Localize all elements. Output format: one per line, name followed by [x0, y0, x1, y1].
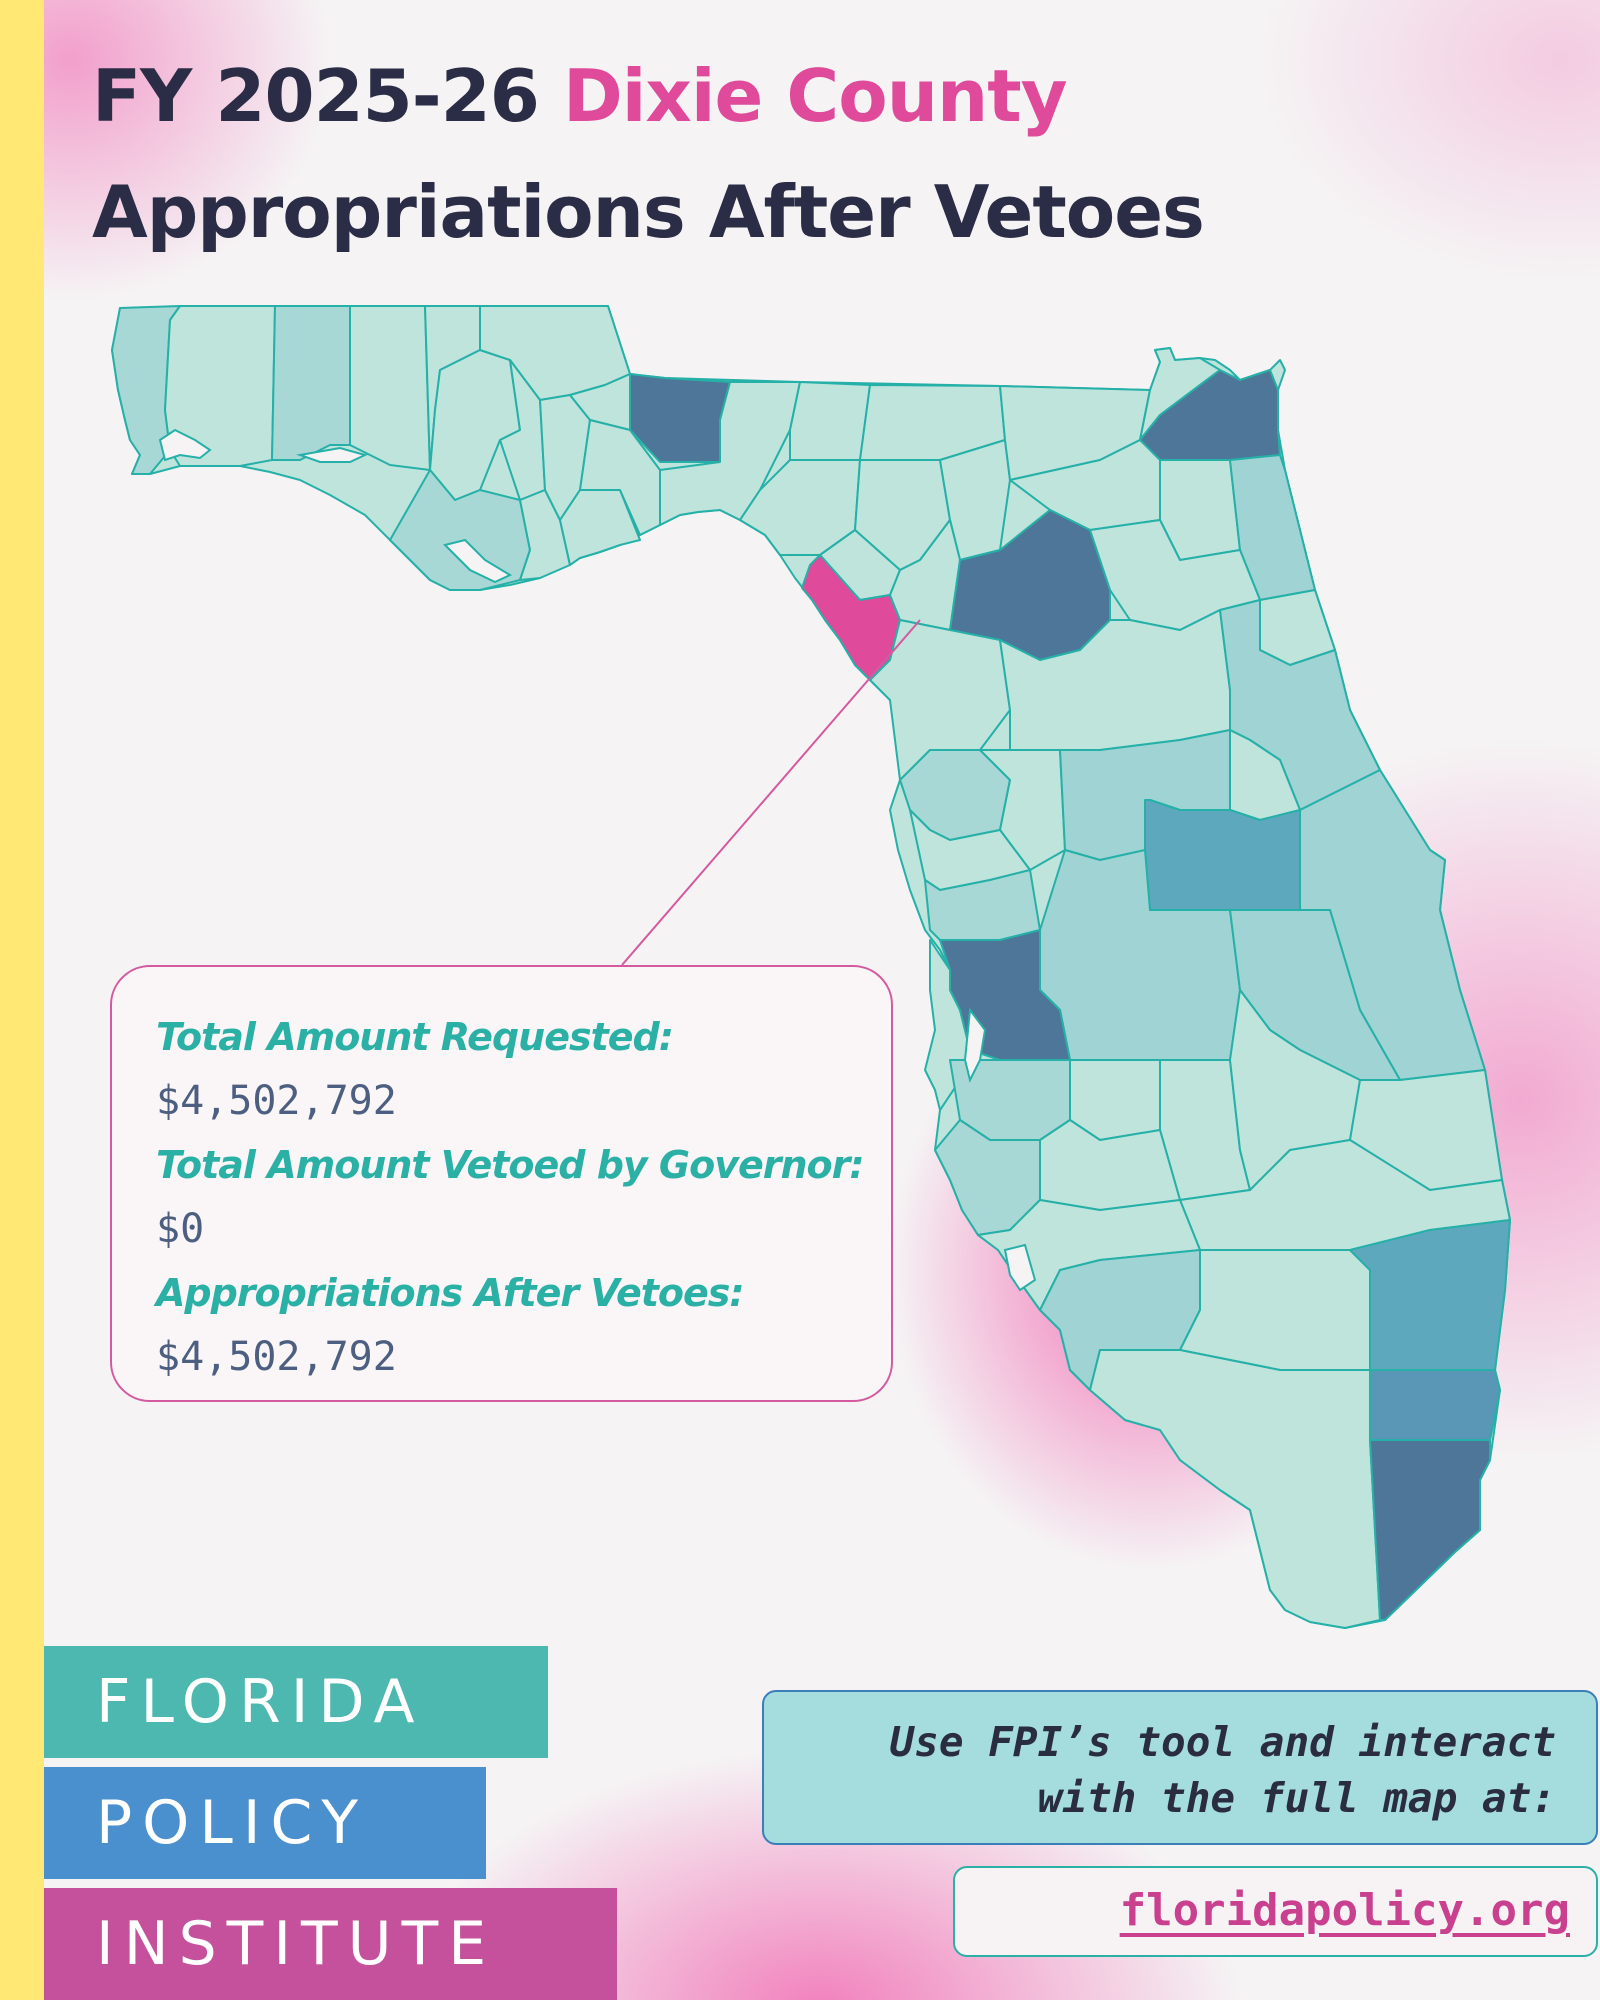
vetoed-label: Total Amount Vetoed by Governor: — [156, 1143, 865, 1187]
county-hendry — [1179, 1249, 1371, 1371]
county-okaloosa — [271, 305, 351, 461]
requested-value: $4,502,792 — [156, 1078, 397, 1124]
county-madison — [789, 381, 871, 461]
page-title: FY 2025-26 Dixie County Appropriations A… — [92, 38, 1492, 270]
title-county-name: Dixie County — [562, 54, 1068, 138]
left-accent-stripe — [0, 0, 44, 2000]
title-line-1: FY 2025-26 Dixie County — [92, 38, 1492, 154]
florida-county-map[interactable] — [100, 290, 1580, 1660]
county-broward — [1369, 1369, 1501, 1441]
bay-pensacola — [158, 428, 212, 462]
after-vetoes-value: $4,502,792 — [156, 1334, 397, 1380]
county-collier — [1089, 1349, 1381, 1629]
cta-line-2: with the full map at: — [1037, 1774, 1556, 1822]
logo-florida: FLORIDA — [44, 1646, 548, 1758]
county-sumter — [979, 749, 1066, 871]
bay-tampa — [963, 1007, 987, 1083]
county-orange — [1144, 799, 1301, 911]
cta-line-1: Use FPI’s tool and interact — [889, 1718, 1556, 1766]
county-walton — [349, 305, 431, 471]
county-pointer-line — [621, 619, 921, 966]
requested-label: Total Amount Requested: — [156, 1015, 674, 1059]
website-link[interactable]: floridapolicy.org — [953, 1866, 1598, 1957]
vetoed-value: $0 — [156, 1206, 205, 1252]
logo-institute: INSTITUTE — [44, 1888, 617, 2000]
bay-st-andrew — [443, 538, 513, 584]
title-fiscal-year: FY 2025-26 — [92, 54, 540, 138]
title-line-2: Appropriations After Vetoes — [92, 170, 1205, 254]
bay-charlotte-harbor — [1003, 1243, 1037, 1292]
county-bay — [389, 469, 531, 591]
after-vetoes-label: Appropriations After Vetoes: — [156, 1271, 745, 1315]
bay-choctawhatchee — [296, 446, 368, 463]
cta-box: Use FPI’s tool and interact with the ful… — [762, 1690, 1598, 1845]
logo-policy: POLICY — [44, 1767, 486, 1879]
county-info-box: Total Amount Requested: $4,502,792 Total… — [110, 965, 893, 1402]
county-miami-dade — [1369, 1439, 1491, 1621]
